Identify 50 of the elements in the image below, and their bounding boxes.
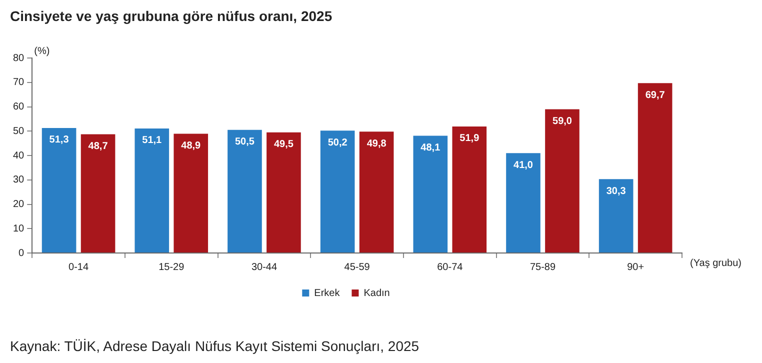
- x-tick-label: 30-44: [251, 262, 278, 273]
- bar: [320, 130, 355, 252]
- y-tick-label: 60: [13, 102, 25, 112]
- y-tick-label: 30: [13, 174, 25, 186]
- data-label: 30,3: [606, 186, 626, 197]
- y-tick-label: 40: [13, 150, 25, 162]
- x-tick-label: 90+: [627, 262, 644, 273]
- bar: [638, 83, 672, 252]
- y-tick-label: 70: [13, 77, 25, 88]
- chart-title: Cinsiyete ve yaş grubuna göre nüfus oranı, 2025: [10, 8, 332, 24]
- legend-label: Erkek: [314, 288, 341, 299]
- bar: [174, 134, 208, 252]
- data-label: 50,2: [328, 137, 348, 148]
- x-tick-label: 15-29: [158, 262, 185, 273]
- bar: [42, 128, 76, 252]
- text: Kaynak: TÜİK, Adrese Dayalı Nüfus Kayıt Sistemi Sonuçları, 2025: [10, 338, 420, 354]
- data-label: 48,7: [88, 141, 108, 152]
- data-label: 48,1: [420, 142, 441, 154]
- y-tick-label: 20: [13, 199, 25, 210]
- x-tick-label: 75-89: [530, 262, 556, 273]
- data-label: 50,5: [234, 136, 255, 148]
- data-label: 51,9: [460, 133, 480, 144]
- bar: [506, 153, 540, 252]
- y-tick-label: 80: [13, 52, 25, 64]
- legend-label: Kadın: [364, 288, 390, 299]
- bar: [359, 132, 394, 252]
- bar: [413, 136, 448, 252]
- data-label: 51,1: [142, 135, 162, 146]
- data-label: 49,5: [274, 139, 294, 150]
- x-tick-label: 45-59: [344, 262, 370, 273]
- y-tick-label: 50: [13, 126, 25, 137]
- bar: [228, 130, 262, 252]
- data-label: 48,9: [181, 140, 202, 152]
- data-label: 59,0: [552, 116, 572, 127]
- x-tick-label: 60-74: [437, 262, 464, 273]
- x-tick-label: 0-14: [68, 262, 89, 273]
- bar: [545, 109, 580, 252]
- bar: [80, 134, 116, 252]
- x-axis-title: (Yaş grubu): [690, 258, 742, 269]
- y-axis-title: (%): [34, 46, 50, 57]
- data-label: 51,3: [49, 134, 70, 146]
- data-label: 49,8: [366, 138, 387, 150]
- y-tick-label: 0: [18, 248, 25, 259]
- bar: [452, 126, 487, 252]
- data-label: 41,0: [514, 160, 534, 171]
- data-label: 69,7: [645, 90, 666, 101]
- y-tick-label: 10: [13, 223, 25, 234]
- bar: [598, 179, 634, 252]
- bar: [134, 128, 170, 252]
- bar: [266, 132, 301, 252]
